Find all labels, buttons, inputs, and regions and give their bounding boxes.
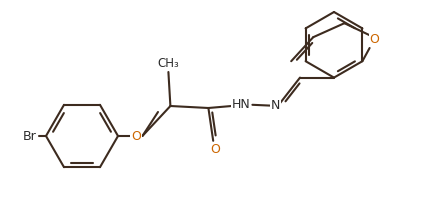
Text: N: N — [270, 99, 280, 112]
Text: O: O — [131, 130, 141, 143]
Text: O: O — [369, 33, 379, 46]
Text: Br: Br — [22, 130, 36, 143]
Text: CH₃: CH₃ — [157, 57, 179, 70]
Text: HN: HN — [232, 98, 251, 111]
Text: O: O — [210, 143, 220, 156]
